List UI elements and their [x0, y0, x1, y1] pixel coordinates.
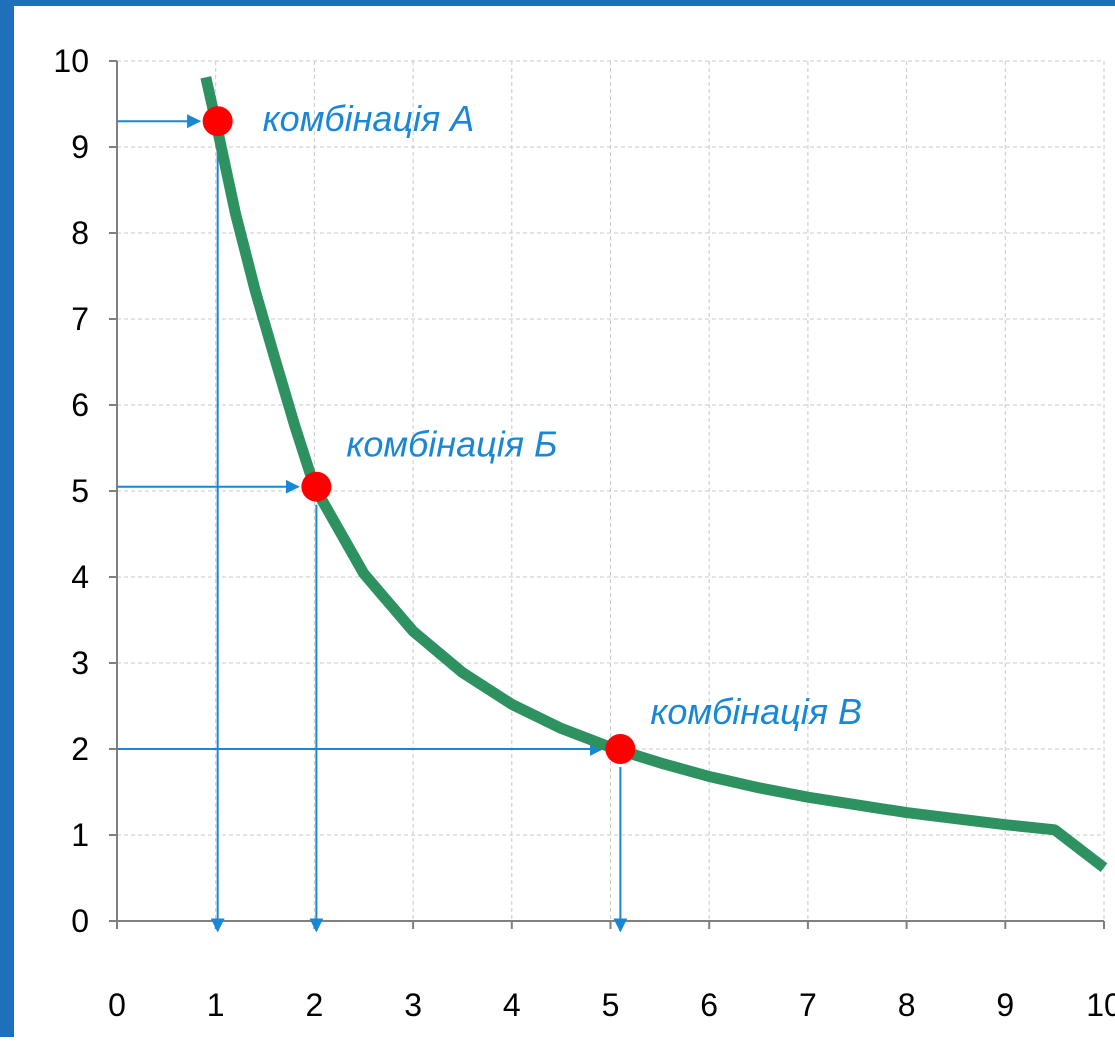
x-tick-label: 10 — [1086, 987, 1115, 1023]
guide-lines — [117, 114, 628, 933]
x-tick-label: 2 — [306, 987, 324, 1023]
x-tick-label: 0 — [108, 987, 126, 1023]
y-tick-label: 8 — [71, 215, 89, 251]
y-tick-label: 5 — [71, 473, 89, 509]
y-tick-label: 0 — [71, 903, 89, 939]
axes: 0 1 2 3 4 5 6 7 8 9 10 0 1 2 3 4 5 6 7 8 9 10 — [53, 43, 1115, 1023]
labels-layer: комбінація А комбінація Б комбінація В — [263, 98, 862, 732]
x-tick-label: 4 — [503, 987, 521, 1023]
points-layer — [202, 106, 636, 764]
y-tick-label: 7 — [71, 301, 89, 337]
x-tick-label: 7 — [799, 987, 817, 1023]
combination-point — [202, 106, 233, 137]
y-tick-label: 1 — [71, 817, 89, 853]
combination-label: комбінація А — [263, 98, 475, 139]
y-tick-label: 3 — [71, 645, 89, 681]
indifference-curve — [200, 76, 1108, 873]
y-tick-label: 6 — [71, 387, 89, 423]
curve-layer — [200, 76, 1108, 873]
combination-point — [301, 471, 332, 502]
y-tick-label: 4 — [71, 559, 89, 595]
x-tick-label: 3 — [404, 987, 422, 1023]
grid — [117, 60, 1105, 921]
x-tick-label: 5 — [602, 987, 620, 1023]
y-tick-label: 2 — [71, 731, 89, 767]
x-tick-label: 1 — [207, 987, 225, 1023]
x-tick-label: 9 — [996, 987, 1014, 1023]
y-tick-label: 9 — [71, 129, 89, 165]
combination-label: комбінація В — [650, 691, 862, 732]
combination-label: комбінація Б — [346, 424, 557, 465]
x-tick-label: 6 — [700, 987, 718, 1023]
y-tick-label: 10 — [53, 43, 89, 79]
x-tick-label: 8 — [898, 987, 916, 1023]
combination-point — [605, 734, 636, 764]
